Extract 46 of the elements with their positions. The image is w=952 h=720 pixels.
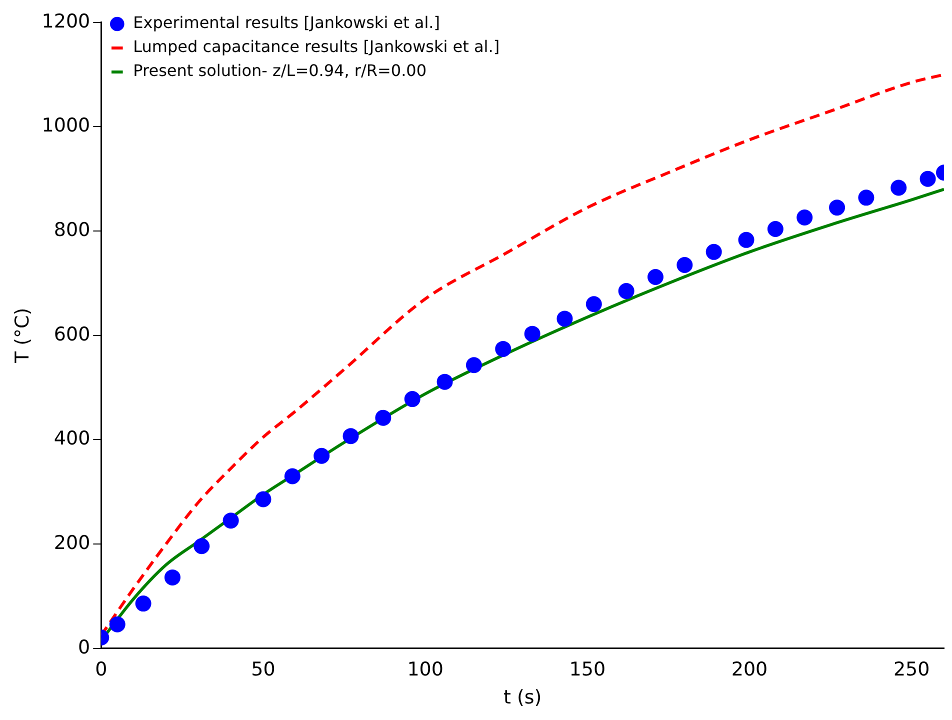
- x-tick-label: 250: [893, 658, 930, 681]
- point: [796, 210, 813, 226]
- point: [829, 200, 846, 216]
- y-tick-label: 1000: [42, 114, 90, 137]
- point: [738, 232, 754, 248]
- x-tick-label: 100: [407, 658, 444, 681]
- point: [404, 391, 420, 408]
- point: [890, 180, 907, 196]
- point: [524, 326, 540, 342]
- y-tick-label: 800: [54, 219, 90, 242]
- point: [164, 569, 180, 586]
- point: [466, 357, 482, 374]
- point: [375, 410, 392, 426]
- point: [495, 340, 512, 357]
- point: [647, 268, 664, 285]
- point: [706, 244, 722, 260]
- point: [255, 491, 272, 508]
- y-axis-title: T (°C): [11, 308, 34, 364]
- x-tick-label: 50: [251, 658, 276, 681]
- point: [556, 310, 573, 327]
- point: [222, 512, 239, 529]
- legend-label: Lumped capacitance results [Jankowski et al.]: [133, 37, 500, 56]
- point: [436, 374, 453, 390]
- point: [618, 283, 634, 300]
- point: [314, 448, 330, 464]
- x-axis-title: t (s): [503, 686, 542, 709]
- y-tick-label: 1200: [42, 10, 90, 32]
- point: [284, 468, 300, 484]
- point: [858, 190, 874, 206]
- legend-label: Experimental results [Jankowski et al.]: [133, 13, 440, 32]
- point: [135, 596, 152, 612]
- point: [109, 616, 126, 632]
- point: [194, 538, 210, 554]
- y-tick-label: 400: [54, 428, 90, 450]
- x-tick-label: 200: [731, 658, 768, 681]
- point: [767, 220, 784, 237]
- y-tick-label: 0: [78, 636, 90, 658]
- y-tick-label: 200: [54, 532, 90, 554]
- y-tick-label: 600: [54, 323, 90, 346]
- point: [342, 428, 359, 444]
- legend-label: Present solution- z/L=0.94, r/R=0.00: [133, 61, 427, 80]
- point: [586, 296, 602, 312]
- x-tick-label: 150: [569, 658, 606, 681]
- x-tick-label: 0: [95, 658, 108, 681]
- point: [676, 256, 693, 273]
- point: [920, 170, 936, 187]
